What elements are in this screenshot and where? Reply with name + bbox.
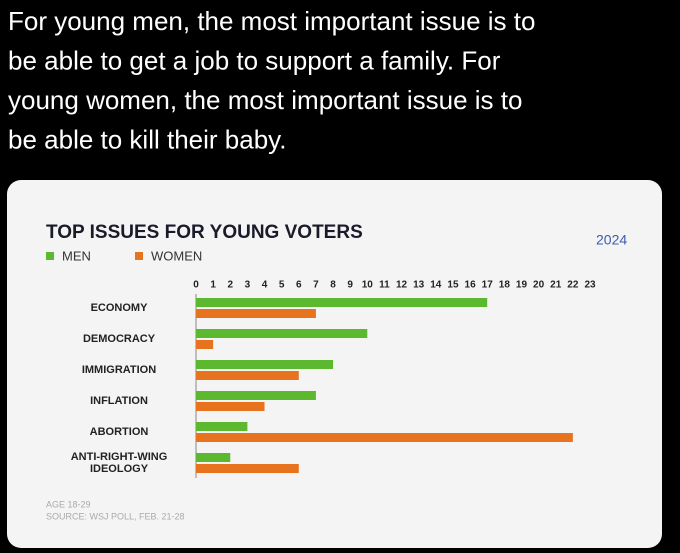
category-label: IMMIGRATION	[81, 364, 157, 376]
bar	[196, 309, 316, 318]
category-label: DEMOCRACY	[82, 333, 156, 345]
legend-swatch	[135, 252, 143, 260]
x-tick-label: 2	[227, 280, 233, 291]
bar	[196, 422, 248, 431]
x-tick-label: 18	[499, 280, 511, 291]
x-tick-label: 4	[262, 280, 268, 291]
x-tick-label: 3	[245, 280, 251, 291]
bar	[196, 464, 299, 473]
x-tick-label: 15	[447, 280, 459, 291]
category-label: ANTI-RIGHT-WING IDEOLOGY	[70, 451, 168, 475]
x-tick-label: 0	[193, 280, 199, 291]
legend-swatch	[46, 252, 54, 260]
note: SOURCE: WSJ POLL, FEB. 21-28	[46, 511, 185, 521]
bar	[196, 453, 231, 462]
x-tick-label: 10	[362, 280, 374, 291]
chart-card	[7, 180, 662, 548]
x-tick-label: 11	[379, 280, 390, 291]
chart-title: TOP ISSUES FOR YOUNG VOTERS	[46, 222, 363, 243]
category-label: INFLATION	[90, 395, 148, 407]
x-tick-label: 19	[516, 280, 528, 291]
post-text: be able to kill their baby.	[8, 124, 286, 154]
bar	[196, 360, 334, 369]
bar	[196, 298, 488, 307]
bar	[196, 433, 573, 442]
post-text: be able to get a job to support a family…	[8, 45, 501, 75]
x-tick-label: 9	[347, 280, 353, 291]
x-tick-label: 7	[313, 280, 319, 291]
x-tick-label: 5	[279, 280, 285, 291]
bar	[196, 391, 316, 400]
category-label: ABORTION	[89, 426, 149, 438]
bar	[196, 329, 368, 338]
post-text: young women, the most important issue is…	[8, 85, 522, 115]
x-tick-label: 17	[482, 280, 494, 291]
x-tick-label: 12	[396, 280, 408, 291]
bar	[196, 340, 214, 349]
x-tick-label: 13	[413, 280, 425, 291]
bar	[196, 402, 265, 411]
x-tick-label: 20	[533, 280, 545, 291]
x-tick-label: 16	[465, 280, 477, 291]
x-tick-label: 22	[567, 280, 579, 291]
bar	[196, 371, 299, 380]
x-tick-label: 6	[296, 280, 302, 291]
note: AGE 18-29	[46, 499, 91, 509]
badge: 2024	[596, 232, 627, 248]
x-tick-label: 8	[330, 280, 336, 291]
x-tick-label: 14	[430, 280, 442, 291]
x-tick-label: 21	[550, 280, 562, 291]
post-text: For young men, the most important issue …	[8, 6, 535, 36]
legend-label: MEN	[62, 248, 91, 263]
x-tick-label: 23	[584, 280, 596, 291]
legend-label: WOMEN	[151, 248, 202, 263]
category-label: ECONOMY	[90, 302, 148, 314]
x-tick-label: 1	[210, 280, 216, 291]
